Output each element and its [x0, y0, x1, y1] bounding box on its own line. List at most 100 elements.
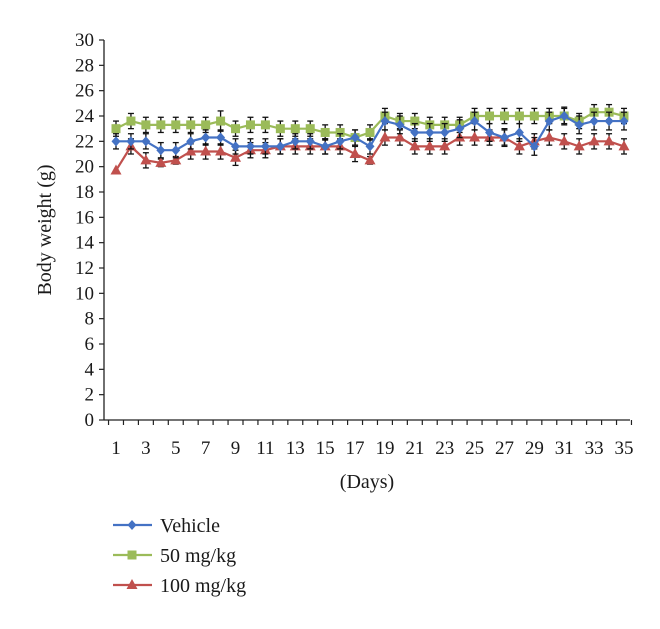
series-vehicle — [111, 106, 629, 159]
data-point — [409, 140, 421, 151]
x-tick-label: 21 — [405, 438, 424, 459]
data-point — [439, 140, 451, 151]
y-tick-label: 14 — [75, 233, 95, 254]
y-tick-label: 16 — [75, 207, 94, 228]
data-point — [171, 145, 181, 156]
legend-label: 100 mg/kg — [160, 575, 246, 597]
data-point — [185, 145, 197, 156]
x-axis-title: (Days) — [340, 471, 394, 493]
x-tick-label: 33 — [585, 438, 604, 459]
data-point — [350, 132, 360, 143]
data-point — [543, 131, 555, 142]
y-tick-label: 6 — [85, 334, 95, 355]
data-point — [156, 120, 166, 130]
data-point — [394, 131, 406, 142]
data-point — [410, 116, 420, 126]
data-point — [141, 136, 151, 147]
y-tick-label: 22 — [75, 131, 94, 152]
data-point — [529, 141, 539, 152]
y-tick-label: 28 — [75, 55, 94, 76]
y-tick-label: 24 — [75, 106, 95, 127]
legend-label: Vehicle — [160, 515, 220, 537]
data-point — [335, 136, 345, 147]
data-point — [379, 131, 391, 142]
legend-swatch-marker — [127, 520, 137, 530]
data-point — [470, 116, 480, 127]
data-point — [230, 151, 242, 162]
data-point — [349, 148, 361, 158]
data-point — [440, 127, 450, 138]
data-point — [290, 124, 300, 134]
data-point — [603, 135, 615, 146]
data-point — [186, 136, 196, 147]
x-tick-label: 23 — [435, 438, 454, 459]
data-point — [155, 156, 167, 167]
data-point — [499, 132, 509, 143]
data-point — [364, 154, 376, 165]
data-point — [305, 136, 315, 147]
x-tick-label: 5 — [171, 438, 181, 459]
x-tick-label: 25 — [465, 438, 484, 459]
y-tick-label: 20 — [75, 157, 94, 178]
data-point — [588, 135, 600, 146]
y-tick-label: 12 — [75, 258, 94, 279]
data-point — [245, 141, 255, 152]
y-tick-label: 4 — [85, 359, 95, 380]
y-tick-label: 30 — [75, 30, 94, 51]
y-tick-label: 8 — [85, 309, 95, 330]
data-point — [320, 141, 330, 152]
y-tick-label: 10 — [75, 283, 94, 304]
data-point — [110, 164, 122, 175]
data-point — [469, 131, 481, 142]
x-tick-label: 35 — [615, 438, 634, 459]
data-point — [200, 145, 212, 156]
x-tick-label: 11 — [256, 438, 274, 459]
legend-swatch-marker — [127, 550, 137, 560]
data-point — [544, 116, 554, 127]
data-point — [499, 111, 509, 121]
data-point — [485, 127, 495, 138]
chart-axes — [103, 40, 630, 421]
y-tick-label: 26 — [75, 81, 94, 102]
x-tick-label: 7 — [201, 438, 211, 459]
legend-item: Vehicle — [113, 515, 220, 537]
x-tick-label: 27 — [495, 438, 514, 459]
x-tick-label: 13 — [286, 438, 305, 459]
data-point — [365, 141, 375, 152]
data-point — [111, 124, 121, 134]
data-point — [215, 145, 227, 156]
data-point — [290, 136, 300, 147]
data-point — [604, 116, 614, 127]
y-axis-title: Body weight (g) — [34, 164, 56, 295]
data-point — [141, 120, 151, 130]
data-point — [619, 116, 629, 127]
data-point — [201, 120, 211, 130]
data-point — [186, 120, 196, 130]
data-point — [275, 124, 285, 134]
data-point — [126, 116, 136, 126]
data-point — [231, 124, 241, 134]
data-point — [455, 123, 465, 134]
legend-label: 50 mg/kg — [160, 545, 236, 567]
x-tick-label: 19 — [375, 438, 394, 459]
data-point — [589, 116, 599, 127]
x-ticks: 1 3 5 7 9 11 13 15 17 19 21 23 25 27 29 31 33 35 — [107, 420, 634, 459]
legend-swatch-marker — [126, 579, 138, 589]
data-point — [156, 145, 166, 156]
data-point — [216, 132, 226, 143]
data-point — [618, 140, 630, 151]
legend-item: 100 mg/kg — [113, 575, 246, 597]
data-point — [425, 127, 435, 138]
data-point — [111, 136, 121, 147]
data-point — [260, 120, 270, 130]
data-point — [335, 127, 345, 137]
x-tick-label: 31 — [555, 438, 574, 459]
data-point — [216, 116, 226, 126]
data-point — [275, 141, 285, 152]
data-point — [573, 140, 585, 151]
x-tick-label: 17 — [346, 438, 365, 459]
x-tick-label: 9 — [231, 438, 241, 459]
data-point — [574, 119, 584, 130]
data-point — [559, 111, 569, 121]
legend: Vehicle 50 mg/kg 100 mg/kg — [113, 515, 246, 597]
